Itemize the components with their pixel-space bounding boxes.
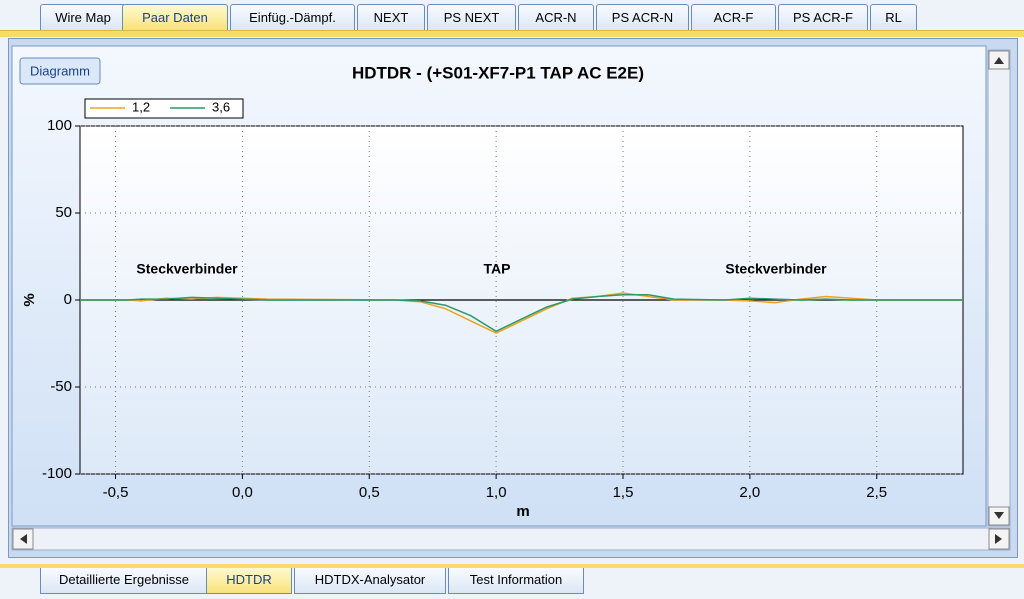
x-tick-label: 2,5 xyxy=(866,484,887,501)
arrow-icon xyxy=(20,534,27,544)
y-tick-label: -50 xyxy=(50,378,72,395)
annotation: Steckverbinder xyxy=(136,261,238,277)
y-tick-label: 50 xyxy=(55,204,72,221)
x-tick-label: 1,5 xyxy=(613,484,634,501)
y-tick-label: 0 xyxy=(64,291,72,308)
arrow-icon xyxy=(995,534,1002,544)
tab[interactable]: NEXT xyxy=(357,4,425,30)
series-line xyxy=(80,294,963,333)
tab[interactable]: HDTDR xyxy=(206,568,292,594)
tab[interactable]: PS ACR-F xyxy=(778,4,868,30)
legend xyxy=(84,98,244,119)
chart-title: HDTDR - (+S01-XF7-P1 TAP AC E2E) xyxy=(352,63,644,82)
arrow-icon xyxy=(994,57,1004,64)
h-scrollbar[interactable] xyxy=(11,527,1011,551)
y-axis-label: % xyxy=(21,293,38,306)
legend-label: 1,2 xyxy=(132,99,150,114)
v-scrollbar[interactable] xyxy=(987,49,1011,527)
x-tick-label: -0,5 xyxy=(103,484,129,501)
tab[interactable]: Paar Daten xyxy=(122,4,228,30)
x-tick-label: 0,5 xyxy=(359,484,380,501)
legend-label: 3,6 xyxy=(212,99,230,114)
tab[interactable]: HDTDX-Analysator xyxy=(294,568,446,594)
annotation: TAP xyxy=(484,261,511,277)
tab[interactable]: Test Information xyxy=(448,568,584,594)
x-tick-label: 2,0 xyxy=(739,484,760,501)
diagram-button[interactable] xyxy=(19,57,101,85)
arrow-icon xyxy=(994,512,1004,519)
y-tick-label: -100 xyxy=(42,465,72,482)
tab[interactable]: Detaillierte Ergebnisse xyxy=(40,568,208,594)
y-tick-label: 100 xyxy=(47,117,72,134)
tab[interactable]: PS NEXT xyxy=(427,4,516,30)
tab-strip xyxy=(0,30,1024,37)
bottom-strip xyxy=(0,564,1024,568)
tab[interactable]: ACR-F xyxy=(691,4,776,30)
annotation: Steckverbinder xyxy=(725,261,827,277)
tab[interactable]: Einfüg.-Dämpf. xyxy=(230,4,355,30)
diagram-button-label[interactable]: Diagramm xyxy=(30,63,90,78)
x-axis-label: m xyxy=(516,503,529,520)
tab[interactable]: PS ACR-N xyxy=(596,4,689,30)
tab[interactable]: Wire Map xyxy=(40,4,126,30)
tab[interactable]: ACR-N xyxy=(518,4,594,30)
x-tick-label: 1,0 xyxy=(486,484,507,501)
x-tick-label: 0,0 xyxy=(232,484,253,501)
tab[interactable]: RL xyxy=(870,4,917,30)
